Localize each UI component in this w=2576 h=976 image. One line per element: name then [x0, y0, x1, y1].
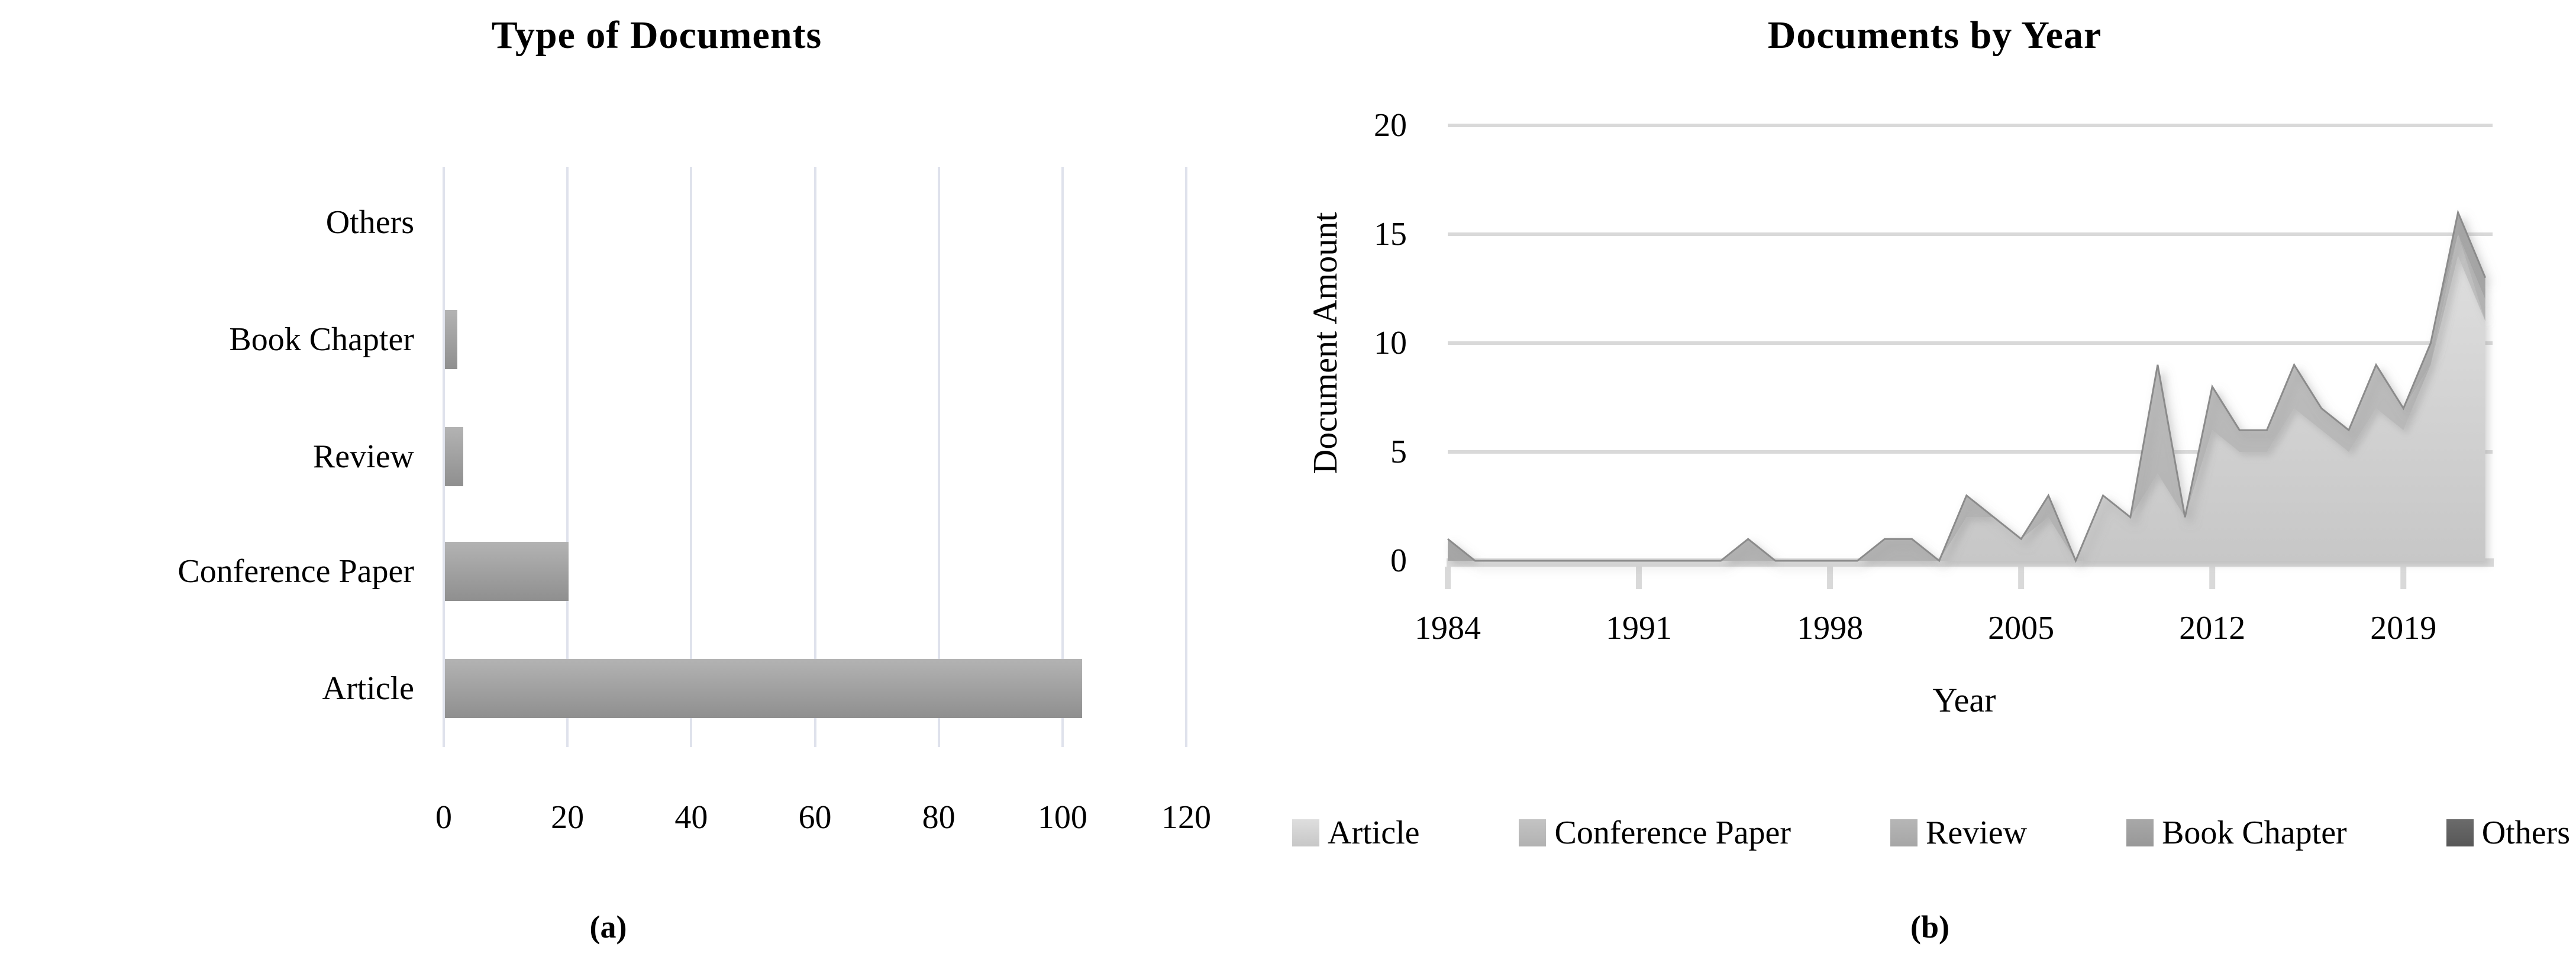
x-tick-label: 1991	[1606, 610, 1673, 647]
tick-mark	[1827, 567, 1833, 589]
legend-label: Conference Paper	[1554, 815, 1791, 851]
legend-item: Article	[1292, 814, 1419, 852]
caption-b: (b)	[1910, 909, 1949, 945]
y-tick-label: 15	[1374, 216, 1407, 253]
x-tick-label: 60	[798, 799, 832, 836]
legend: Article Conference Paper Review Book Chapte…	[1292, 814, 2570, 852]
legend-swatch-review	[1890, 819, 1918, 846]
x-tick-label: 2005	[1988, 610, 2055, 647]
caption-a: (a)	[589, 909, 627, 945]
gridline	[1448, 232, 2493, 236]
legend-item: Others	[2446, 814, 2570, 852]
gridline	[690, 167, 693, 747]
gridline	[1061, 167, 1064, 747]
bar-book-chapter	[445, 310, 457, 369]
x-tick-label: 80	[922, 799, 955, 836]
x-tick-label: 100	[1037, 799, 1087, 836]
tick-mark	[2209, 567, 2216, 589]
left-chart-title: Type of Documents	[491, 14, 822, 57]
legend-item: Conference Paper	[1519, 814, 1791, 852]
tick-mark	[1636, 567, 1642, 589]
legend-label: Article	[1328, 815, 1420, 851]
bar-conference-paper	[445, 542, 569, 601]
category-label: Review	[312, 438, 414, 475]
x-tick-label: 1984	[1415, 610, 1481, 647]
gridline	[1448, 341, 2493, 345]
legend-swatch-article	[1292, 819, 1319, 846]
legend-swatch-others	[2446, 819, 2474, 846]
tick-mark	[1445, 567, 1451, 589]
legend-swatch-conference-paper	[1519, 819, 1547, 846]
x-axis-label: Year	[1932, 681, 1996, 719]
category-label: Article	[322, 670, 414, 707]
x-tick-label: 0	[435, 799, 452, 836]
tick-mark	[2018, 567, 2025, 589]
gridline	[443, 167, 445, 747]
legend-swatch-book-chapter	[2126, 819, 2154, 846]
right-chart-title: Documents by Year	[1767, 14, 2102, 57]
x-tick-label: 20	[551, 799, 585, 836]
category-label: Others	[325, 204, 414, 241]
legend-label: Book Chapter	[2162, 815, 2347, 851]
gridline	[1448, 450, 2493, 454]
category-label: Book Chapter	[229, 321, 414, 358]
gridline	[1448, 124, 2493, 127]
bar-article	[445, 659, 1083, 718]
gridline	[1185, 167, 1187, 747]
total-outline	[1447, 209, 2487, 563]
category-label: Conference Paper	[177, 553, 414, 590]
y-tick-label: 20	[1374, 107, 1407, 144]
y-tick-label: 5	[1390, 434, 1407, 470]
gridline	[814, 167, 816, 747]
series-band-article	[1448, 256, 2485, 561]
gridline	[566, 167, 569, 747]
x-tick-label: 2012	[2179, 610, 2246, 647]
x-tick-label: 2019	[2370, 610, 2437, 647]
y-tick-label: 10	[1374, 325, 1407, 361]
x-tick-label: 1998	[1797, 610, 1864, 647]
bar-review	[445, 427, 464, 486]
x-tick-label: 120	[1161, 799, 1211, 836]
legend-item: Review	[1890, 814, 2027, 852]
legend-label: Others	[2481, 815, 2570, 851]
legend-label: Review	[1926, 815, 2028, 851]
x-tick-label: 40	[674, 799, 708, 836]
legend-item: Book Chapter	[2126, 814, 2347, 852]
gridline	[937, 167, 940, 747]
y-tick-label: 0	[1390, 542, 1407, 579]
tick-mark	[2400, 567, 2407, 589]
